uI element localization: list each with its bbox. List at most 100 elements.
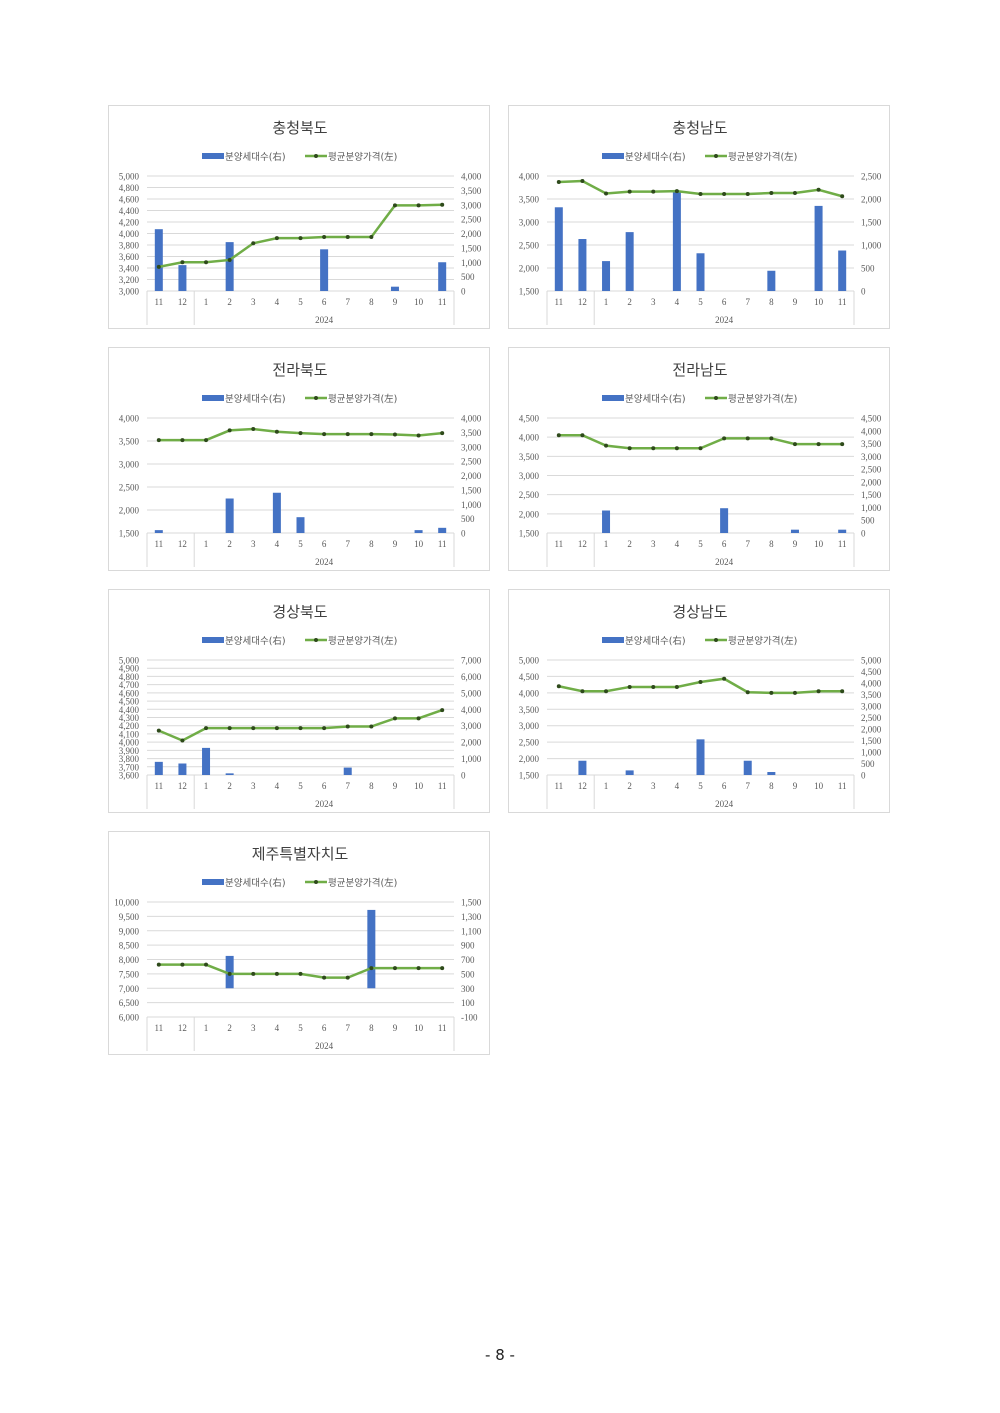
- bar: [696, 253, 705, 291]
- line-point: [156, 728, 161, 733]
- category-tick-label: 7: [345, 539, 350, 549]
- category-tick-label: 9: [393, 297, 398, 307]
- right-tick-label: -100: [461, 1013, 478, 1023]
- bar: [225, 242, 234, 291]
- left-tick-label: 3,500: [519, 452, 540, 462]
- line-point: [816, 187, 821, 192]
- category-tick-label: 10: [814, 781, 824, 791]
- category-tick-label: 7: [745, 539, 750, 549]
- category-tick-label: 3: [251, 1023, 256, 1033]
- line-point: [227, 428, 232, 433]
- line-point: [251, 726, 256, 731]
- category-tick-label: 1: [204, 781, 209, 791]
- line-point: [345, 724, 350, 729]
- line-point: [156, 264, 161, 269]
- bar: [602, 510, 611, 533]
- chart-jeju: 제주특별자치도 분양세대수(右) 평균분양가격(左) 10,000 9,500 9,000…: [108, 831, 490, 1055]
- line-point: [745, 191, 750, 196]
- category-tick-label: 2: [627, 297, 632, 307]
- legend-bar-swatch: [602, 395, 624, 401]
- line-point: [274, 726, 279, 731]
- category-tick-label: 11: [154, 1023, 163, 1033]
- left-tick-label: 4,400: [119, 206, 140, 216]
- right-tick-label: 0: [861, 287, 866, 297]
- right-tick-label: 1,000: [461, 500, 482, 510]
- line-point: [369, 234, 374, 239]
- category-tick-label: 7: [345, 1023, 350, 1033]
- category-tick-label: 1: [204, 1023, 209, 1033]
- right-tick-label: 3,000: [861, 702, 882, 712]
- bar: [790, 529, 799, 533]
- category-tick-label: 2: [227, 539, 232, 549]
- left-tick-label: 2,000: [119, 506, 140, 516]
- right-tick-label: 0: [461, 529, 466, 539]
- line-point: [745, 690, 750, 695]
- legend-bar-swatch: [602, 637, 624, 643]
- right-tick-label: 500: [861, 759, 875, 769]
- right-tick-label: 4,000: [861, 679, 882, 689]
- legend-bar-label: 분양세대수(右): [225, 393, 286, 405]
- category-tick-label: 3: [251, 781, 256, 791]
- chart-title: 제주특별자치도: [252, 845, 349, 863]
- left-tick-label: 5,000: [119, 172, 140, 182]
- bar: [320, 249, 329, 291]
- line-point: [840, 442, 845, 447]
- bar: [767, 772, 776, 775]
- line-point: [556, 684, 561, 689]
- line-point: [322, 726, 327, 731]
- line-point: [274, 971, 279, 976]
- category-tick-label: 4: [275, 1023, 280, 1033]
- bar: [743, 760, 752, 775]
- right-tick-label: 500: [861, 516, 875, 526]
- right-tick-label: 4,000: [461, 705, 482, 715]
- category-tick-label: 8: [769, 539, 774, 549]
- bar: [438, 262, 447, 291]
- line-point: [627, 189, 632, 194]
- bar: [625, 770, 634, 775]
- right-tick-label: 4,000: [861, 426, 882, 436]
- category-tick-label: 12: [178, 781, 187, 791]
- line-point: [392, 966, 397, 971]
- left-tick-label: 3,500: [119, 437, 140, 447]
- category-tick-label: 1: [604, 297, 609, 307]
- right-tick-label: 2,500: [861, 172, 882, 182]
- right-tick-label: 7,000: [461, 656, 482, 666]
- left-tick-label: 3,800: [119, 241, 140, 251]
- right-tick-label: 2,500: [461, 457, 482, 467]
- category-tick-label: 3: [651, 539, 656, 549]
- line-point: [345, 432, 350, 437]
- chart-legend: 분양세대수(右) 평균분양가격(左): [202, 393, 397, 405]
- right-tick-label: 700: [461, 955, 475, 965]
- right-tick-label: 5,000: [461, 688, 482, 698]
- chart-jeonnam: 전라남도 분양세대수(右) 평균분양가격(左) 4,500 4,000 3,500 3,00…: [508, 347, 890, 571]
- left-tick-label: 5,000: [519, 656, 540, 666]
- left-tick-label: 4,000: [519, 688, 540, 698]
- category-tick-label: 10: [414, 781, 424, 791]
- left-tick-label: 2,500: [519, 490, 540, 500]
- legend-bar-label: 분양세대수(右): [625, 635, 686, 647]
- right-tick-label: 3,500: [461, 428, 482, 438]
- line-point: [604, 443, 609, 448]
- chart-legend: 분양세대수(右) 평균분양가격(左): [202, 877, 397, 889]
- category-tick-label: 9: [393, 1023, 398, 1033]
- line-point: [440, 431, 445, 436]
- chart-title: 경상북도: [272, 603, 327, 621]
- bar: [578, 239, 587, 291]
- line-point: [440, 966, 445, 971]
- line-point: [416, 433, 421, 438]
- bar: [390, 286, 399, 291]
- right-tick-label: 2,000: [461, 738, 482, 748]
- bar: [225, 498, 234, 533]
- right-tick-label: 2,000: [461, 229, 482, 239]
- left-tick-label: 4,800: [119, 672, 140, 682]
- category-tick-label: 6: [722, 539, 727, 549]
- right-tick-label: 4,500: [861, 667, 882, 677]
- legend-line-label: 평균분양가격(左): [728, 635, 797, 647]
- right-tick-label: 900: [461, 941, 475, 951]
- legend-line-marker: [314, 880, 318, 884]
- left-tick-label: 3,000: [119, 460, 140, 470]
